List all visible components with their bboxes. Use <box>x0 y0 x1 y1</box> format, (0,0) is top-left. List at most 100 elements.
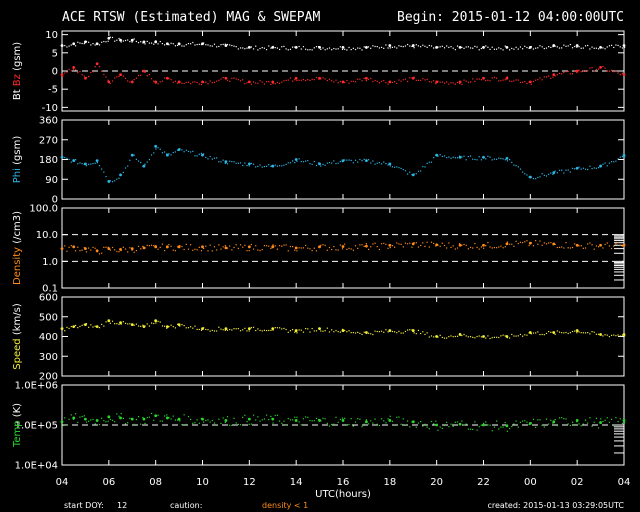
data-point <box>513 48 515 50</box>
x-axis-ticks: 04 06 08 10 12 14 16 18 20 22 00 02 04 <box>56 31 630 488</box>
data-point <box>337 331 339 333</box>
data-point <box>578 423 580 425</box>
data-point <box>305 160 307 162</box>
data-point <box>239 330 242 332</box>
data-point <box>181 82 183 84</box>
data-point <box>376 330 378 333</box>
data-point <box>146 75 148 77</box>
data-point <box>224 246 228 250</box>
data-point <box>337 82 339 84</box>
data-point <box>535 332 537 334</box>
data-point <box>222 76 224 79</box>
data-point <box>146 161 148 163</box>
data-point <box>374 418 376 420</box>
data-point <box>622 333 626 336</box>
data-point <box>498 47 500 49</box>
data-point <box>96 419 98 422</box>
data-point <box>552 46 554 48</box>
data-point <box>569 171 571 173</box>
data-point <box>602 420 604 423</box>
data-point <box>276 81 279 84</box>
data-point <box>569 247 571 249</box>
data-point <box>610 418 613 420</box>
data-point <box>313 160 315 163</box>
data-point <box>272 244 274 246</box>
data-point <box>231 44 233 47</box>
data-point <box>350 80 352 82</box>
data-point <box>363 77 365 79</box>
data-point <box>239 244 242 246</box>
data-point <box>456 421 459 423</box>
data-point <box>276 248 279 250</box>
data-point <box>372 80 374 83</box>
data-point <box>482 335 485 338</box>
data-point <box>591 244 593 246</box>
data-point <box>606 165 608 167</box>
data-point <box>85 165 88 167</box>
data-point <box>150 412 153 415</box>
data-point <box>385 44 387 46</box>
data-point <box>148 73 150 76</box>
data-point <box>365 243 367 245</box>
data-point <box>452 82 454 84</box>
data-point <box>283 80 285 82</box>
data-point <box>619 418 621 420</box>
data-point <box>441 336 443 339</box>
data-point <box>88 420 90 422</box>
data-point <box>554 418 556 421</box>
data-point <box>578 46 580 48</box>
data-point <box>248 423 250 425</box>
data-point <box>380 46 383 48</box>
data-point <box>220 78 222 80</box>
data-point <box>60 73 64 77</box>
data-point <box>207 329 209 331</box>
data-point <box>461 46 463 48</box>
data-point <box>576 167 578 169</box>
data-point <box>624 243 626 246</box>
data-point <box>302 161 305 163</box>
data-point <box>331 162 333 164</box>
data-point <box>554 170 556 172</box>
data-point <box>328 47 331 49</box>
data-point <box>259 250 261 252</box>
data-point <box>563 44 565 46</box>
data-point <box>250 327 252 329</box>
data-point <box>380 163 383 165</box>
data-point <box>107 79 109 81</box>
data-point <box>244 327 246 329</box>
data-point <box>64 245 66 247</box>
data-point <box>580 332 582 334</box>
data-point <box>502 79 504 81</box>
data-point <box>489 424 491 426</box>
data-point <box>498 157 500 159</box>
data-point <box>331 329 333 331</box>
data-point <box>135 323 137 325</box>
data-point <box>550 331 552 333</box>
data-point <box>252 248 255 250</box>
data-point <box>558 331 561 333</box>
data-point <box>154 319 158 323</box>
data-point <box>333 331 335 333</box>
data-point <box>318 45 320 48</box>
data-point <box>569 73 571 75</box>
data-point <box>543 47 545 50</box>
data-point <box>163 44 166 46</box>
data-point <box>309 248 311 250</box>
data-point <box>320 48 322 50</box>
data-point <box>66 157 68 159</box>
data-point <box>513 80 515 82</box>
data-point <box>500 157 502 160</box>
data-point <box>537 176 539 179</box>
data-point <box>400 45 402 47</box>
data-point <box>107 180 111 183</box>
data-point <box>480 336 482 338</box>
data-point <box>478 426 480 428</box>
data-point <box>257 328 259 330</box>
data-point <box>341 161 344 163</box>
data-point <box>313 247 315 249</box>
data-point <box>515 420 517 422</box>
data-point <box>165 416 169 420</box>
data-point <box>413 242 415 244</box>
y-tick-label: 600 <box>39 293 58 304</box>
